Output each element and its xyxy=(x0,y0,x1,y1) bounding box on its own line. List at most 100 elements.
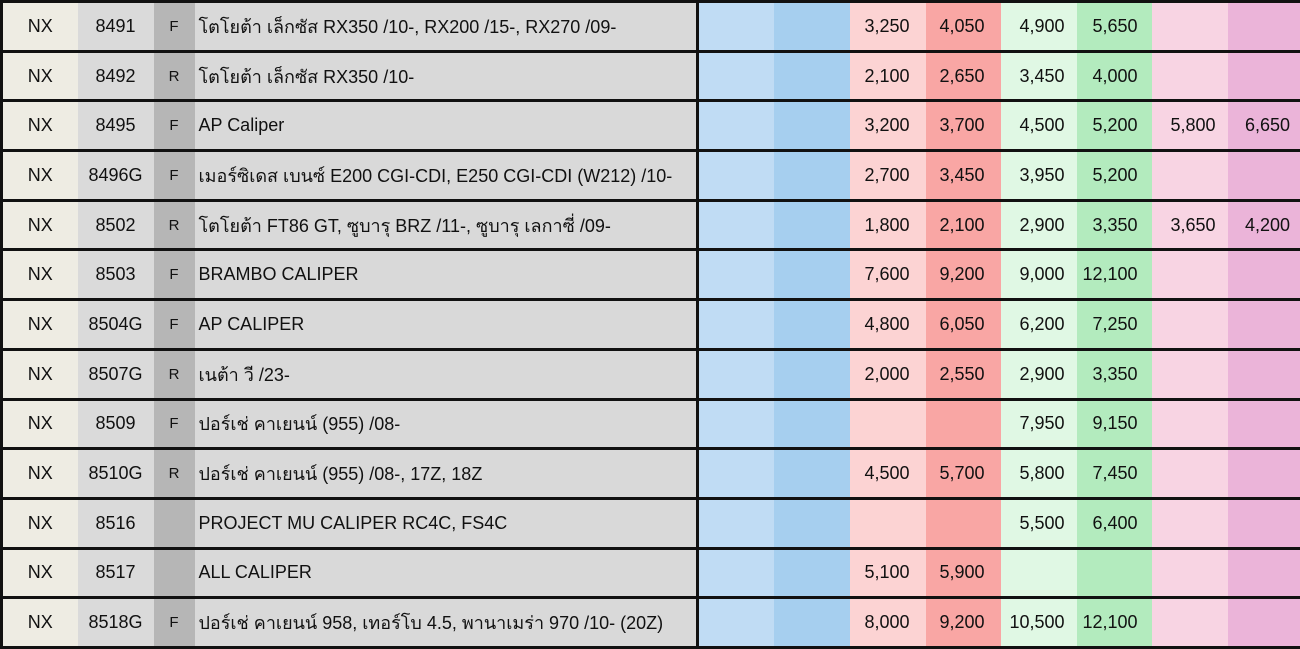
description-cell: ปอร์เช่ คาเยนน์ (955) /08-, 17Z, 18Z xyxy=(195,449,698,499)
brand-cell: NX xyxy=(2,51,78,101)
position-cell: F xyxy=(154,2,195,52)
price-cell: 2,550 xyxy=(926,349,1001,399)
blank-cell xyxy=(774,449,850,499)
blank-cell xyxy=(698,449,774,499)
description-cell: เมอร์ซิเดส เบนซ์ E200 CGI-CDI, E250 CGI-… xyxy=(195,151,698,201)
blank-cell xyxy=(774,151,850,201)
blank-cell xyxy=(774,250,850,300)
description-cell: AP CALIPER xyxy=(195,300,698,350)
part-code-cell: 8502 xyxy=(78,200,154,250)
brand-cell: NX xyxy=(2,2,78,52)
price-cell: 8,000 xyxy=(850,598,926,648)
brand-cell: NX xyxy=(2,399,78,449)
price-cell: 3,350 xyxy=(1077,349,1152,399)
position-cell: R xyxy=(154,51,195,101)
part-code-cell: 8510G xyxy=(78,449,154,499)
description-cell: PROJECT MU CALIPER RC4C, FS4C xyxy=(195,498,698,548)
price-cell: 5,800 xyxy=(1001,449,1077,499)
blank-cell xyxy=(698,101,774,151)
price-cell: 5,200 xyxy=(1077,151,1152,201)
brand-cell: NX xyxy=(2,548,78,598)
price-cell xyxy=(1228,449,1300,499)
price-cell: 3,450 xyxy=(1001,51,1077,101)
price-cell xyxy=(926,399,1001,449)
description-cell: โตโยต้า เล็กซัส RX350 /10-, RX200 /15-, … xyxy=(195,2,698,52)
blank-cell xyxy=(774,2,850,52)
position-cell: F xyxy=(154,250,195,300)
blank-cell xyxy=(698,2,774,52)
price-cell: 1,800 xyxy=(850,200,926,250)
position-cell xyxy=(154,498,195,548)
price-cell: 3,650 xyxy=(1152,200,1228,250)
part-code-cell: 8492 xyxy=(78,51,154,101)
price-cell: 9,200 xyxy=(926,598,1001,648)
part-code-cell: 8504G xyxy=(78,300,154,350)
description-cell: ปอร์เช่ คาเยนน์ 958, เทอร์โบ 4.5, พานาเม… xyxy=(195,598,698,648)
price-cell: 3,200 xyxy=(850,101,926,151)
position-cell: F xyxy=(154,151,195,201)
blank-cell xyxy=(698,598,774,648)
price-cell xyxy=(1152,548,1228,598)
description-cell: เนต้า วี /23- xyxy=(195,349,698,399)
price-cell xyxy=(1228,2,1300,52)
price-cell xyxy=(1152,2,1228,52)
brand-cell: NX xyxy=(2,151,78,201)
description-cell: AP Caliper xyxy=(195,101,698,151)
part-code-cell: 8503 xyxy=(78,250,154,300)
price-cell: 2,100 xyxy=(850,51,926,101)
blank-cell xyxy=(774,300,850,350)
blank-cell xyxy=(698,51,774,101)
price-cell: 4,000 xyxy=(1077,51,1152,101)
price-cell: 2,650 xyxy=(926,51,1001,101)
price-cell: 4,900 xyxy=(1001,2,1077,52)
blank-cell xyxy=(774,200,850,250)
price-cell: 9,150 xyxy=(1077,399,1152,449)
price-cell: 3,450 xyxy=(926,151,1001,201)
part-code-cell: 8516 xyxy=(78,498,154,548)
price-cell xyxy=(1228,250,1300,300)
price-cell: 3,350 xyxy=(1077,200,1152,250)
brand-cell: NX xyxy=(2,498,78,548)
price-cell: 3,250 xyxy=(850,2,926,52)
price-cell xyxy=(1152,300,1228,350)
blank-cell xyxy=(774,399,850,449)
price-cell: 7,450 xyxy=(1077,449,1152,499)
blank-cell xyxy=(698,250,774,300)
position-cell xyxy=(154,548,195,598)
description-cell: BRAMBO CALIPER xyxy=(195,250,698,300)
price-cell: 2,700 xyxy=(850,151,926,201)
price-cell: 5,500 xyxy=(1001,498,1077,548)
price-cell: 6,200 xyxy=(1001,300,1077,350)
price-cell: 7,950 xyxy=(1001,399,1077,449)
brand-cell: NX xyxy=(2,449,78,499)
part-code-cell: 8509 xyxy=(78,399,154,449)
price-cell: 2,100 xyxy=(926,200,1001,250)
price-cell xyxy=(850,498,926,548)
price-cell xyxy=(850,399,926,449)
price-cell xyxy=(1152,349,1228,399)
price-cell: 5,900 xyxy=(926,548,1001,598)
position-cell: F xyxy=(154,399,195,449)
brand-cell: NX xyxy=(2,300,78,350)
part-code-cell: 8518G xyxy=(78,598,154,648)
price-cell xyxy=(1228,399,1300,449)
price-cell: 5,100 xyxy=(850,548,926,598)
price-cell xyxy=(1228,300,1300,350)
blank-cell xyxy=(698,498,774,548)
blank-cell xyxy=(698,349,774,399)
brand-cell: NX xyxy=(2,598,78,648)
price-cell: 4,500 xyxy=(1001,101,1077,151)
price-cell: 3,950 xyxy=(1001,151,1077,201)
price-cell xyxy=(926,498,1001,548)
price-cell: 7,250 xyxy=(1077,300,1152,350)
description-cell: ปอร์เช่ คาเยนน์ (955) /08- xyxy=(195,399,698,449)
blank-cell xyxy=(698,300,774,350)
